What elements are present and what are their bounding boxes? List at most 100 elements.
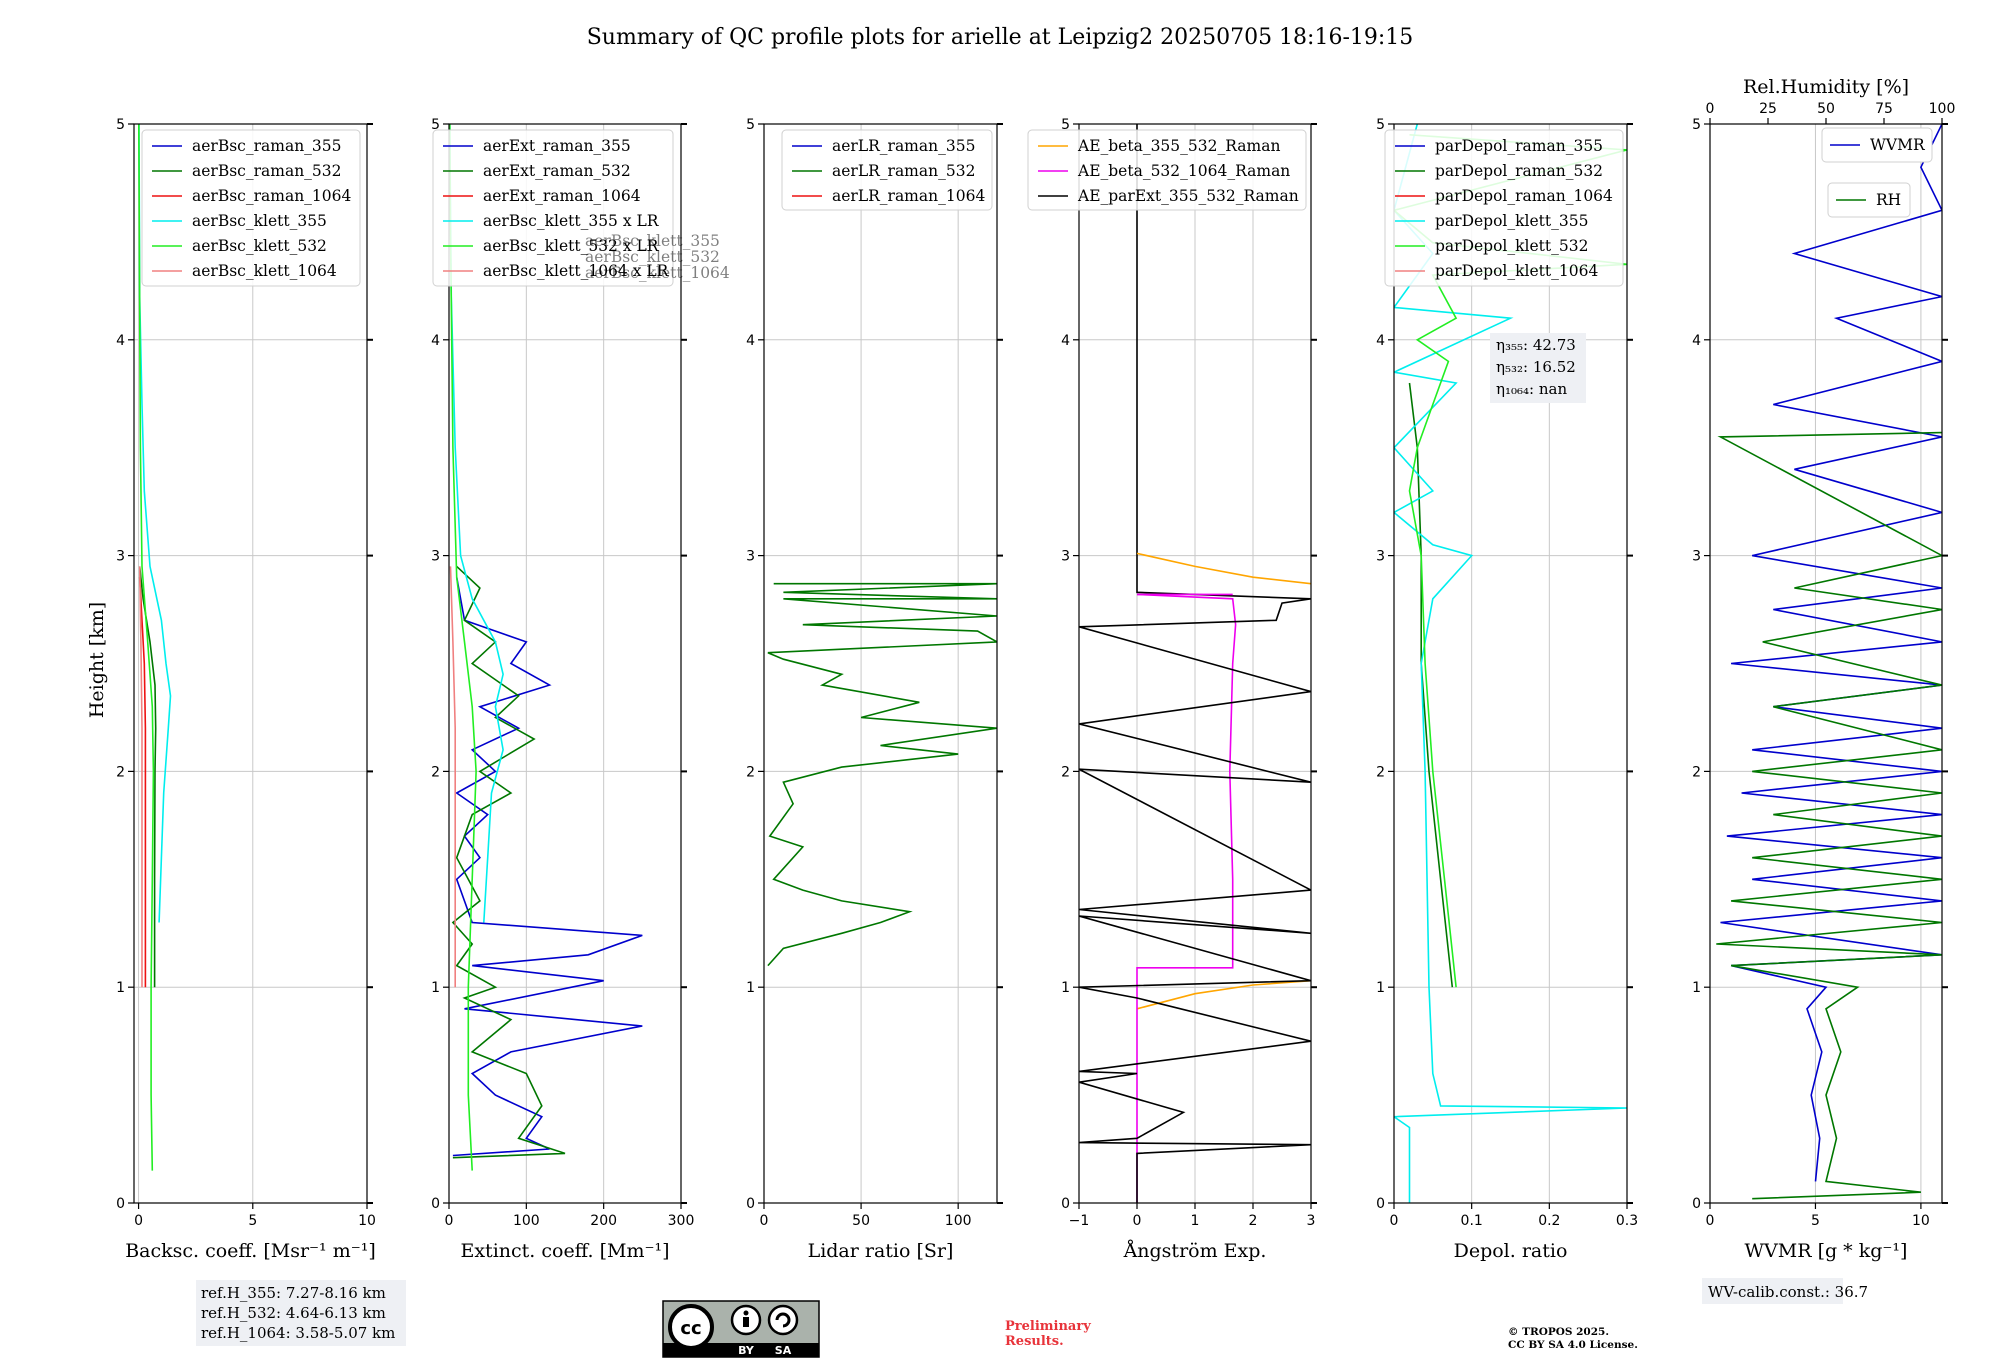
top-x-tick-label: 25 [1759, 101, 1777, 117]
x-tick-label: 50 [852, 1213, 870, 1229]
series-aerBsc_raman_1064 [138, 577, 147, 988]
y-tick-label: 5 [1692, 117, 1701, 133]
legend-label: parDepol_raman_1064 [1435, 187, 1613, 205]
top-x-tick-label: 75 [1875, 101, 1893, 117]
top-x-tick-label: 50 [1817, 101, 1835, 117]
y-tick-label: 2 [1692, 764, 1701, 780]
x-tick-label: 5 [1811, 1213, 1820, 1229]
y-tick-label: 3 [116, 549, 125, 565]
legend-label: aerBsc_klett_355 [192, 212, 327, 230]
y-tick-label: 5 [1376, 117, 1385, 133]
figure-title: Summary of QC profile plots for arielle … [587, 25, 1414, 50]
legend-label: aerExt_raman_355 [483, 137, 631, 155]
cc-license-badge: cc BY SA [662, 1300, 820, 1358]
series-aerBsc_klett_355 [138, 124, 172, 923]
top-x-axis-label: Rel.Humidity [%] [1743, 76, 1909, 98]
x-tick-label: 1 [1191, 1213, 1200, 1229]
legend-label: parDepol_klett_355 [1435, 212, 1588, 230]
legend-frame [1384, 129, 1624, 287]
y-tick-label: 2 [1376, 764, 1385, 780]
wv-calib-const: WV-calib.const.: 36.7 [1708, 1283, 1868, 1301]
preliminary-line-1: Preliminary [1005, 1319, 1091, 1334]
legend-frame [1821, 127, 1933, 163]
y-tick-label: 3 [1692, 549, 1701, 565]
series-aerLR_raman_532 [767, 582, 997, 967]
x-axis-label: Ångström Exp. [1123, 1240, 1267, 1262]
legend-label: AE_parExt_355_532_Raman [1077, 187, 1299, 205]
faint-legend-text: aerBsc_klett_532 [585, 248, 720, 266]
axes-frame [448, 123, 682, 1204]
y-tick-label: 0 [116, 1196, 125, 1212]
y-tick-label: 4 [1692, 333, 1701, 349]
legend-label: aerBsc_klett_532 x LR [483, 237, 660, 255]
y-tick-label: 4 [746, 333, 755, 349]
legend-frame [432, 129, 674, 287]
x-tick-label: 0 [1390, 1213, 1399, 1229]
legend-label: aerBsc_klett_355 x LR [483, 212, 660, 230]
series-aerBsc_klett_355 x LR [449, 124, 504, 923]
legend-label: WVMR [1870, 136, 1926, 154]
eta-value: η₅₃₂: 16.52 [1496, 358, 1576, 376]
eta-box [1490, 333, 1586, 403]
y-tick-label: 1 [746, 980, 755, 996]
series-AE_beta_532_1064_Raman [1136, 593, 1237, 1203]
y-tick-label: 0 [1061, 1196, 1070, 1212]
x-tick-label: 0.1 [1461, 1213, 1483, 1229]
series-WVMR [1720, 124, 1942, 1182]
legend-depol: parDepol_raman_355 parDepol_raman_532 parD… [1384, 129, 1624, 287]
x-axis-label: Backsc. coeff. [Msr⁻¹ m⁻¹] [125, 1240, 376, 1262]
top-x-tick-label: 100 [1929, 101, 1956, 117]
copyright-line-1: © TROPOS 2025. [1508, 1326, 1609, 1338]
legend-label: aerBsc_klett_532 [192, 237, 327, 255]
x-tick-label: 0.2 [1538, 1213, 1560, 1229]
legend-backscatter: aerBsc_raman_355 aerBsc_raman_532 aerBsc_r… [141, 129, 361, 287]
y-tick-label: 1 [1376, 980, 1385, 996]
x-axis-label: WVMR [g * kg⁻¹] [1745, 1240, 1908, 1262]
preliminary-line-2: Results. [1005, 1334, 1064, 1349]
y-tick-label: 4 [1376, 333, 1385, 349]
eta-value: η₁₀₆₄: nan [1496, 380, 1567, 398]
legend-label: aerBsc_raman_532 [192, 162, 342, 180]
series-AE_beta_355_532_Raman [1136, 979, 1311, 1010]
cc-icon: cc [680, 1318, 701, 1339]
y-tick-label: 2 [746, 764, 755, 780]
x-axis-label: Depol. ratio [1454, 1240, 1568, 1262]
y-tick-label: 3 [1376, 549, 1385, 565]
cc-by-label: BY [738, 1344, 755, 1357]
top-x-tick-label: 0 [1706, 101, 1715, 117]
y-tick-label: 3 [1061, 549, 1070, 565]
sa-icon [767, 1304, 799, 1336]
series-aerBsc_klett_532 x LR [449, 124, 477, 1171]
series-AE_parExt_355_532_Raman [1079, 124, 1311, 1203]
y-tick-label: 0 [1692, 1196, 1701, 1212]
panel-backscatter: 0 5 10 0 1 2 3 4 5 Backsc. coeff. [Msr⁻¹ m⁻¹] aerB… [116, 117, 376, 1262]
reference-height-box [196, 1280, 406, 1346]
legend-label: AE_beta_532_1064_Raman [1077, 162, 1290, 180]
x-tick-label: 2 [1249, 1213, 1258, 1229]
legend-label: aerBsc_raman_1064 [192, 187, 352, 205]
legend-label: AE_beta_355_532_Raman [1077, 137, 1280, 155]
x-tick-label: 3 [1307, 1213, 1316, 1229]
y-tick-label: 0 [746, 1196, 755, 1212]
legend-label: aerExt_raman_1064 [483, 187, 641, 205]
panel-depol: 0 0.1 0.2 0.3 0 1 2 3 4 5 Depol. ratio parDepol_ram… [1376, 117, 1638, 1262]
legend-rh: RH [1827, 182, 1911, 218]
y-axis-label: Height [km] [86, 602, 108, 718]
x-tick-label: 100 [945, 1213, 972, 1229]
x-tick-label: 0 [445, 1213, 454, 1229]
y-tick-label: 2 [116, 764, 125, 780]
x-axis-label: Lidar ratio [Sr] [808, 1240, 954, 1262]
legend-wvmr: WVMR [1821, 127, 1933, 163]
y-tick-label: 5 [431, 117, 440, 133]
faint-legend-text: aerBsc_klett_1064 [585, 264, 730, 282]
legend-frame [781, 129, 993, 211]
legend-angstrom: AE_beta_355_532_Raman AE_beta_532_1064_Ra… [1027, 129, 1307, 211]
faint-legend-text: aerBsc_klett_355 [585, 232, 720, 250]
y-tick-label: 3 [746, 549, 755, 565]
x-tick-label: 100 [513, 1213, 540, 1229]
x-axis-label: Extinct. coeff. [Mm⁻¹] [460, 1240, 669, 1262]
legend-label: aerBsc_klett_1064 x LR [483, 262, 670, 280]
legend-frame [141, 129, 361, 287]
series-segment [1136, 552, 1311, 585]
